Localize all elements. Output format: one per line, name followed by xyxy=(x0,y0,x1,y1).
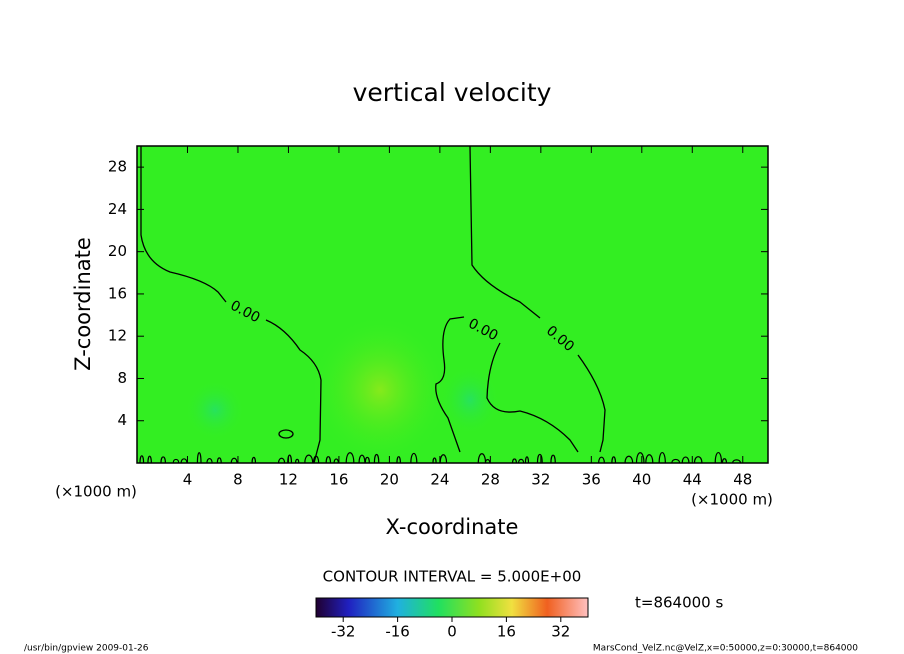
contour-wiggle xyxy=(230,457,238,464)
x-tick-label: 16 xyxy=(329,471,348,489)
contour-wiggle xyxy=(410,452,418,464)
contour-wiggle xyxy=(139,455,145,464)
contour-line xyxy=(278,429,294,439)
x-tick-label: 48 xyxy=(733,471,752,489)
x-axis-label: X-coordinate xyxy=(386,515,519,539)
contour-wiggle xyxy=(364,456,370,464)
contour-wiggle xyxy=(477,453,487,464)
y-tick-label: 20 xyxy=(108,242,127,260)
contour-wiggle xyxy=(693,456,703,464)
x-unit-label: (×1000 m) xyxy=(691,491,773,509)
colorbar xyxy=(315,597,589,618)
contour-wiggle xyxy=(511,458,517,464)
y-tick-label: 8 xyxy=(117,369,127,387)
contour-wiggle xyxy=(196,452,202,464)
contour-wiggle xyxy=(524,456,530,464)
colorbar-tick-label: 32 xyxy=(551,623,570,641)
contour-interval: CONTOUR INTERVAL = 5.000E+00 xyxy=(323,568,582,586)
colorbar-tick-label: 16 xyxy=(497,623,516,641)
contour-wiggle xyxy=(147,455,152,464)
contour-wiggle xyxy=(484,459,491,464)
contour-wiggle xyxy=(287,454,293,464)
contour-wiggle xyxy=(714,451,723,464)
contour-wiggle xyxy=(312,455,320,464)
footer-right: MarsCond_VelZ.nc@VelZ,x=0:50000,z=0:3000… xyxy=(593,644,858,654)
x-tick-label: 40 xyxy=(632,471,651,489)
colorbar-tick-label: 0 xyxy=(447,623,457,641)
contour-wiggle xyxy=(635,452,645,464)
y-tick-label: 12 xyxy=(108,327,127,345)
contour-wiggle xyxy=(172,458,180,464)
contour-wiggle xyxy=(671,458,681,464)
contour-wiggle xyxy=(206,458,213,464)
time-label: t=864000 s xyxy=(635,594,723,612)
contour-wiggle xyxy=(439,454,448,464)
chart-title: vertical velocity xyxy=(353,78,552,107)
contour-wiggle xyxy=(216,457,222,464)
contour-wiggle xyxy=(681,456,690,464)
y-axis-label: Z-coordinate xyxy=(71,237,95,371)
contour-wiggle xyxy=(180,458,188,464)
x-tick-label: 28 xyxy=(481,471,500,489)
x-tick-label: 12 xyxy=(279,471,298,489)
contour-line xyxy=(435,316,465,453)
x-tick-label: 36 xyxy=(582,471,601,489)
contour-wiggle xyxy=(432,457,437,464)
y-tick-label: 24 xyxy=(108,200,127,218)
contour-wiggle xyxy=(624,455,634,464)
contour-line xyxy=(140,146,227,303)
contour-wiggle xyxy=(251,456,257,464)
contour-wiggle xyxy=(517,458,525,464)
contour-wiggle xyxy=(373,453,380,464)
field-blob xyxy=(185,380,245,440)
contour-wiggle xyxy=(345,452,355,464)
colorbar-tick-label: -16 xyxy=(385,623,410,641)
x-tick-label: 4 xyxy=(183,471,193,489)
y-tick-label: 16 xyxy=(108,284,127,302)
contours xyxy=(140,145,606,464)
contour-wiggle xyxy=(160,456,167,464)
x-tick-label: 44 xyxy=(683,471,702,489)
field-blob xyxy=(440,365,500,435)
contour-wiggle xyxy=(598,456,605,464)
contour-wiggle xyxy=(304,454,314,464)
contour-wiggle xyxy=(277,457,286,464)
contour-wiggle xyxy=(721,458,728,464)
contour-wiggle xyxy=(333,458,340,464)
footer-left: /usr/bin/gpview 2009-01-26 xyxy=(24,644,149,654)
y-unit-label: (×1000 m) xyxy=(55,483,137,501)
contour-wiggle xyxy=(611,456,617,464)
contour-line xyxy=(486,342,579,453)
contour-wiggle xyxy=(325,456,332,464)
y-tick-label: 4 xyxy=(117,411,127,429)
contour-wiggle xyxy=(294,458,300,464)
contour-line xyxy=(577,354,606,453)
x-tick-label: 32 xyxy=(531,471,550,489)
contour-wiggles xyxy=(139,451,742,464)
contour-wiggle xyxy=(550,454,556,464)
contour-line xyxy=(469,145,541,319)
x-tick-label: 20 xyxy=(380,471,399,489)
contour-wiggle xyxy=(658,451,666,464)
contour-wiggle xyxy=(358,454,366,464)
contour-wiggle xyxy=(396,456,401,464)
contour-line xyxy=(265,319,322,464)
contour-wiggle xyxy=(645,454,654,464)
y-tick-label: 28 xyxy=(108,158,127,176)
contour-wiggle xyxy=(536,453,543,464)
x-tick-label: 8 xyxy=(233,471,243,489)
contour-wiggle xyxy=(732,459,742,464)
field-blob xyxy=(310,315,450,465)
x-tick-label: 24 xyxy=(430,471,449,489)
colorbar-tick-label: -32 xyxy=(331,623,356,641)
plot-frame xyxy=(136,145,769,464)
